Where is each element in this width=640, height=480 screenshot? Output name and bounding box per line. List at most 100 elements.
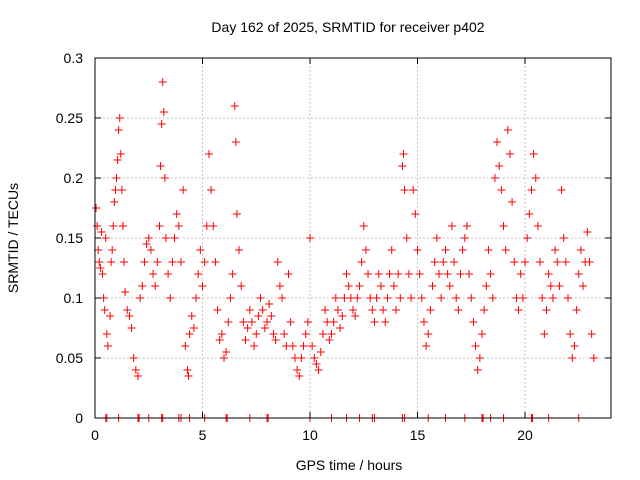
data-point xyxy=(97,228,106,236)
data-point xyxy=(107,258,116,266)
data-point xyxy=(518,294,527,302)
data-point xyxy=(402,234,411,242)
data-point xyxy=(232,210,241,218)
data-point xyxy=(568,354,577,362)
data-point xyxy=(112,174,121,182)
data-point xyxy=(376,282,385,290)
data-point xyxy=(557,186,566,194)
x-tick-label: 10 xyxy=(302,427,318,443)
data-point xyxy=(570,342,579,350)
data-point xyxy=(184,372,193,380)
data-point xyxy=(155,222,164,230)
data-point xyxy=(538,294,547,302)
data-point xyxy=(544,270,553,278)
data-point xyxy=(392,306,400,314)
data-point xyxy=(151,282,160,290)
data-point xyxy=(505,150,514,158)
data-point xyxy=(484,246,493,254)
data-point xyxy=(198,282,207,290)
data-point xyxy=(299,342,308,350)
data-point xyxy=(280,330,289,338)
data-point xyxy=(342,270,351,278)
data-point xyxy=(583,228,592,236)
data-point xyxy=(101,234,110,242)
data-point xyxy=(177,258,185,266)
data-point xyxy=(411,210,420,218)
data-point xyxy=(140,258,149,266)
data-point xyxy=(527,186,536,194)
data-point xyxy=(456,270,465,278)
data-point xyxy=(510,258,519,266)
data-point xyxy=(564,294,572,302)
data-point xyxy=(344,282,353,290)
x-tick-label: 20 xyxy=(517,427,533,443)
data-point xyxy=(389,282,398,290)
data-point xyxy=(161,234,170,242)
data-point xyxy=(156,162,165,170)
x-tick-label: 5 xyxy=(199,427,207,443)
data-point xyxy=(103,342,112,350)
data-point xyxy=(284,270,293,278)
data-point xyxy=(419,318,428,326)
data-point xyxy=(241,336,250,344)
data-point xyxy=(579,282,588,290)
data-point xyxy=(514,306,523,314)
data-point xyxy=(269,330,278,338)
data-point xyxy=(394,270,403,278)
data-point xyxy=(329,318,338,326)
data-point xyxy=(396,294,405,302)
data-point xyxy=(480,306,489,314)
data-point xyxy=(351,312,360,320)
data-point xyxy=(441,246,450,254)
data-point xyxy=(516,270,525,278)
x-tick-label: 0 xyxy=(91,427,99,443)
data-point xyxy=(267,312,276,320)
data-point xyxy=(465,270,474,278)
data-point xyxy=(499,222,508,230)
data-point xyxy=(437,294,446,302)
data-point xyxy=(131,366,140,374)
data-point xyxy=(231,138,240,146)
data-point xyxy=(353,294,362,302)
data-point xyxy=(120,258,129,266)
data-point xyxy=(127,324,136,332)
data-point xyxy=(318,330,327,338)
data-point xyxy=(310,354,319,362)
data-point xyxy=(422,342,431,350)
data-point xyxy=(250,342,259,350)
data-point xyxy=(183,366,192,374)
data-point xyxy=(553,258,562,266)
data-point xyxy=(432,234,441,242)
data-point xyxy=(273,258,282,266)
data-point xyxy=(482,282,491,290)
data-point xyxy=(187,312,196,320)
data-point xyxy=(333,306,342,314)
data-point xyxy=(439,258,448,266)
data-point xyxy=(561,258,570,266)
data-point xyxy=(475,354,484,362)
data-point xyxy=(144,234,153,242)
data-point xyxy=(355,282,364,290)
y-tick-label: 0.15 xyxy=(56,230,83,246)
data-point xyxy=(370,318,379,326)
data-point xyxy=(168,258,177,266)
data-point xyxy=(94,246,103,254)
data-point xyxy=(286,318,295,326)
data-point xyxy=(467,294,476,302)
data-point xyxy=(142,240,151,248)
data-point xyxy=(428,282,437,290)
y-tick-label: 0.3 xyxy=(64,50,84,66)
data-point xyxy=(303,318,312,326)
data-point xyxy=(92,204,101,212)
y-axis-label: SRMTID / TECUs xyxy=(5,183,21,293)
data-point xyxy=(501,246,510,254)
data-point xyxy=(426,306,435,314)
data-point xyxy=(407,294,416,302)
data-point xyxy=(415,270,424,278)
data-point xyxy=(417,294,426,302)
data-point xyxy=(172,210,181,218)
data-point xyxy=(138,282,147,290)
data-point xyxy=(153,258,162,266)
data-point xyxy=(239,318,248,326)
